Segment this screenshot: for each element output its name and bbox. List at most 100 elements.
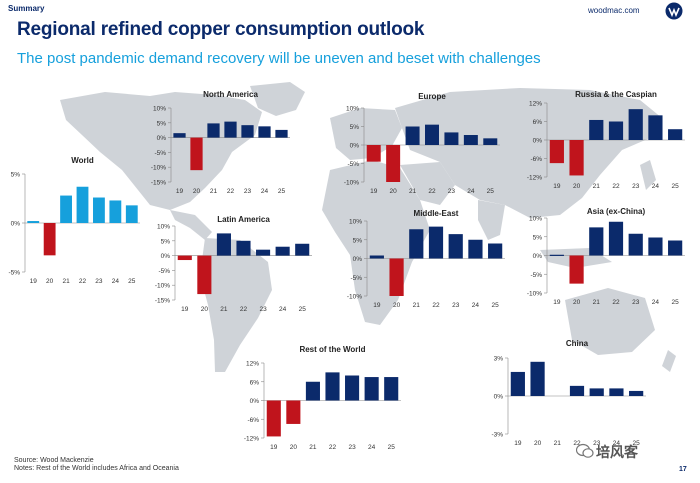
bar-21 xyxy=(589,119,604,140)
bar-25 xyxy=(483,138,498,145)
x-tick-label: 19 xyxy=(373,302,381,309)
y-tick-label: 5% xyxy=(11,172,21,179)
y-tick-label: 0% xyxy=(533,138,543,145)
x-tick-label: 19 xyxy=(370,188,378,195)
bar-19 xyxy=(27,221,40,223)
x-tick-label: 20 xyxy=(393,302,401,309)
x-tick-label: 20 xyxy=(534,440,542,447)
x-tick-label: 22 xyxy=(612,299,620,306)
bar-24 xyxy=(468,239,483,259)
bar-22 xyxy=(428,226,444,259)
x-tick-label: 20 xyxy=(201,306,209,313)
x-tick-label: 19 xyxy=(30,278,38,285)
bar-21 xyxy=(405,126,420,145)
bar-22 xyxy=(608,121,624,140)
bar-25 xyxy=(668,240,683,256)
chart-title: Latin America xyxy=(217,215,270,224)
bar-24 xyxy=(275,246,290,256)
y-tick-label: 6% xyxy=(533,119,543,126)
bar-24 xyxy=(258,126,271,138)
bar-21 xyxy=(305,381,320,401)
y-tick-label: 10% xyxy=(346,106,359,113)
x-tick-label: 24 xyxy=(652,183,660,190)
x-tick-label: 19 xyxy=(553,299,561,306)
x-tick-label: 21 xyxy=(210,188,218,195)
x-tick-label: 21 xyxy=(593,299,601,306)
x-tick-label: 23 xyxy=(448,188,456,195)
page-subtitle: The post pandemic demand recovery will b… xyxy=(17,50,541,67)
bar-23 xyxy=(628,233,643,256)
x-tick-label: 22 xyxy=(79,278,87,285)
x-tick-label: 23 xyxy=(632,183,640,190)
y-tick-label: -15% xyxy=(151,180,166,187)
x-tick-label: 25 xyxy=(278,188,286,195)
y-tick-label: 12% xyxy=(246,361,259,368)
bar-20 xyxy=(43,223,56,256)
y-tick-label: -5% xyxy=(8,270,20,277)
site-url[interactable]: woodmac.com xyxy=(588,6,640,15)
chart-title: Europe xyxy=(418,92,446,101)
chart-title: Russia & the Caspian xyxy=(575,90,657,99)
x-tick-label: 22 xyxy=(428,188,436,195)
y-tick-label: -3% xyxy=(491,432,503,439)
y-tick-label: -6% xyxy=(247,417,259,424)
bar-23 xyxy=(448,234,463,259)
bar-23 xyxy=(241,125,254,138)
bar-21 xyxy=(409,229,424,259)
chart-north-america: North America -15% -10% -5% 0% 5% 10% 19 20 21 22 2… xyxy=(151,90,290,195)
bar-20 xyxy=(197,255,212,295)
y-tick-label: 0% xyxy=(353,256,363,263)
x-tick-label: 21 xyxy=(309,444,317,451)
wechat-icon xyxy=(576,443,594,458)
bar-20 xyxy=(569,140,584,176)
bar-19 xyxy=(266,400,281,437)
x-tick-label: 24 xyxy=(467,188,475,195)
bar-23 xyxy=(444,132,459,145)
bar-25 xyxy=(488,243,503,259)
x-tick-label: 19 xyxy=(553,183,561,190)
bar-19 xyxy=(369,255,384,259)
bar-24 xyxy=(109,200,122,223)
bar-24 xyxy=(648,237,663,256)
y-tick-label: -10% xyxy=(527,291,542,298)
x-tick-label: 23 xyxy=(95,278,103,285)
y-tick-label: 0% xyxy=(11,221,21,228)
y-tick-label: 10% xyxy=(349,219,362,226)
y-tick-label: 0% xyxy=(161,253,171,260)
x-tick-label: 24 xyxy=(279,306,287,313)
bar-23 xyxy=(589,388,604,396)
chart-latin-america: Latin America -15% -10% -5% 0% 5% 10% 19 20 21 22 2… xyxy=(155,215,312,313)
bar-20 xyxy=(386,145,401,182)
y-tick-label: 0% xyxy=(157,135,167,142)
x-tick-label: 24 xyxy=(613,440,621,447)
x-tick-label: 22 xyxy=(240,306,248,313)
y-tick-label: -15% xyxy=(155,298,170,305)
y-tick-label: -12% xyxy=(244,436,259,443)
bar-19 xyxy=(173,133,186,138)
x-tick-label: 22 xyxy=(612,183,620,190)
y-tick-label: 0% xyxy=(350,143,360,150)
chart-russia-caspian: Russia & the Caspian -12% -6% 0% 6% 12% 19 20 21… xyxy=(527,90,685,190)
x-tick-label: 21 xyxy=(62,278,70,285)
bar-20 xyxy=(569,255,584,284)
x-tick-label: 21 xyxy=(413,302,421,309)
x-tick-label: 25 xyxy=(388,444,396,451)
bar-21 xyxy=(589,227,604,256)
bar-21 xyxy=(207,123,220,138)
chart-title: World xyxy=(71,156,94,165)
x-tick-label: 23 xyxy=(632,299,640,306)
x-tick-label: 25 xyxy=(492,302,500,309)
bar-19 xyxy=(549,254,564,256)
y-tick-label: -5% xyxy=(350,275,362,282)
bar-24 xyxy=(463,135,478,145)
x-tick-label: 22 xyxy=(329,444,337,451)
x-tick-label: 19 xyxy=(181,306,189,313)
footnote: Notes: Rest of the World includes Africa… xyxy=(14,465,179,472)
y-tick-label: 3% xyxy=(494,356,504,363)
bar-21 xyxy=(60,195,72,223)
x-tick-label: 22 xyxy=(432,302,440,309)
bar-20 xyxy=(190,137,203,171)
y-tick-label: -5% xyxy=(158,268,170,275)
